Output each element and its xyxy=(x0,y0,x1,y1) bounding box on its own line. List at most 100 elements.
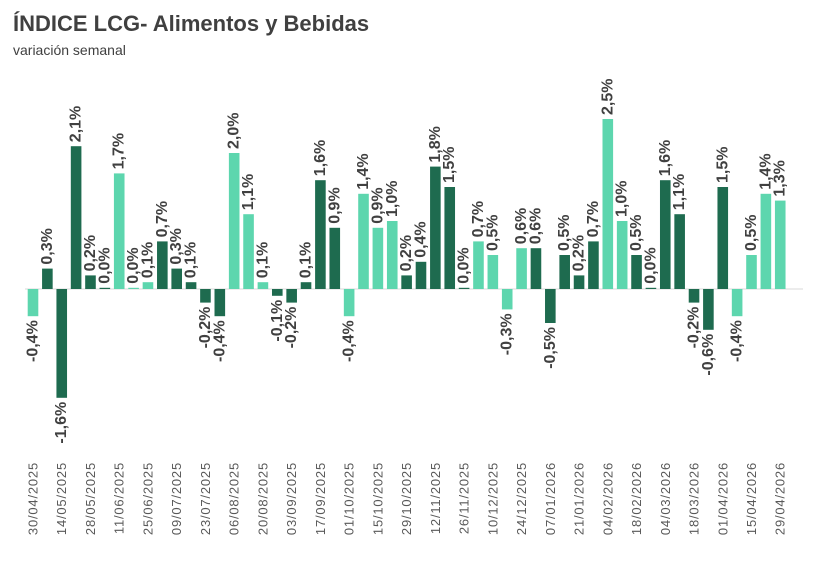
data-label: 0,2% xyxy=(571,235,588,271)
x-tick-label: 18/02/2026 xyxy=(629,462,644,535)
x-tick-label: 15/10/2025 xyxy=(370,462,385,535)
data-label: 0,9% xyxy=(326,187,343,223)
bar xyxy=(774,200,786,289)
x-tick-label: 26/11/2025 xyxy=(457,462,472,534)
data-label: 0,2% xyxy=(82,235,99,271)
data-label: -0,2% xyxy=(197,307,214,349)
bar xyxy=(516,248,527,289)
bar xyxy=(501,289,513,310)
bar xyxy=(329,227,341,289)
bar xyxy=(315,180,326,289)
bar xyxy=(171,268,182,289)
data-label: -0,2% xyxy=(283,307,300,349)
bar xyxy=(545,289,556,323)
x-tick-label: 29/10/2025 xyxy=(399,462,414,535)
bar xyxy=(70,146,82,289)
data-label: -0,4% xyxy=(211,320,228,362)
bar xyxy=(717,187,729,289)
x-axis-labels: 30/04/2025 14/05/2025 28/05/2025 11/06/2025… xyxy=(26,462,788,535)
bar xyxy=(674,214,685,289)
data-label: 0,1% xyxy=(139,242,156,278)
data-label: 0,1% xyxy=(254,242,271,278)
data-label: 0,5% xyxy=(556,215,573,251)
data-label: 0,3% xyxy=(168,228,185,264)
bar xyxy=(760,193,772,289)
bar xyxy=(415,261,427,289)
chart-title: ÍNDICE LCG- Alimentos y Bebidas xyxy=(13,11,370,36)
bar xyxy=(228,153,240,289)
x-tick-label: 18/03/2026 xyxy=(687,462,702,535)
data-label: -0,4% xyxy=(341,320,358,362)
bar xyxy=(487,255,499,289)
data-label: 1,0% xyxy=(614,181,631,217)
data-label: -0,1% xyxy=(269,300,286,342)
bar xyxy=(559,255,570,289)
bar xyxy=(343,289,355,317)
x-tick-label: 03/09/2025 xyxy=(284,462,299,535)
x-tick-label: 11/06/2025 xyxy=(112,462,127,534)
data-label: 1,7% xyxy=(111,133,128,169)
data-label: -0,6% xyxy=(700,334,717,376)
data-label: 0,0% xyxy=(456,247,473,283)
data-label: -0,4% xyxy=(25,320,42,362)
data-label: 1,6% xyxy=(657,140,674,176)
bar xyxy=(473,241,484,289)
bar xyxy=(372,227,384,289)
bar xyxy=(157,241,168,289)
bar xyxy=(128,287,139,289)
data-label: 1,1% xyxy=(671,174,688,210)
data-label: 2,5% xyxy=(599,79,616,115)
x-tick-label: 17/09/2025 xyxy=(313,462,328,535)
bar xyxy=(271,289,283,296)
data-label: -0,5% xyxy=(542,327,559,369)
x-tick-label: 12/11/2025 xyxy=(428,462,443,534)
x-tick-label: 09/07/2025 xyxy=(169,462,184,535)
bar xyxy=(113,173,125,289)
data-label: 0,7% xyxy=(470,201,487,237)
x-tick-label: 25/06/2025 xyxy=(140,462,155,535)
bar xyxy=(602,119,614,289)
data-label: 0,7% xyxy=(154,201,171,237)
data-label: 1,4% xyxy=(757,153,774,189)
data-label: 0,0% xyxy=(125,247,142,283)
x-tick-label: 14/05/2025 xyxy=(54,462,69,535)
bar xyxy=(401,275,412,289)
x-tick-label: 04/03/2026 xyxy=(658,462,673,535)
bar xyxy=(286,289,297,303)
bar xyxy=(99,287,111,289)
bar xyxy=(214,289,226,317)
bar xyxy=(588,241,599,289)
x-tick-label: 28/05/2025 xyxy=(83,462,98,535)
data-label: 0,4% xyxy=(412,221,429,257)
bar xyxy=(42,268,53,289)
data-label: 1,0% xyxy=(384,181,401,217)
x-tick-label: 07/01/2026 xyxy=(543,462,558,535)
x-tick-label: 29/04/2026 xyxy=(773,462,788,535)
data-label: -0,4% xyxy=(729,320,746,362)
x-tick-label: 10/12/2025 xyxy=(485,462,500,535)
bar xyxy=(27,289,39,317)
bar xyxy=(85,275,96,289)
data-label: 1,1% xyxy=(240,174,257,210)
data-label: 0,2% xyxy=(398,235,415,271)
bar xyxy=(56,289,68,398)
data-label: 0,0% xyxy=(642,247,659,283)
data-label: -0,3% xyxy=(499,313,516,355)
x-tick-label: 01/04/2026 xyxy=(715,462,730,535)
bar xyxy=(200,289,211,303)
x-tick-label: 06/08/2025 xyxy=(227,462,242,535)
x-tick-label: 24/12/2025 xyxy=(514,462,529,535)
data-label: -1,6% xyxy=(53,402,70,444)
data-label: 0,9% xyxy=(369,187,386,223)
bar xyxy=(746,255,757,289)
data-label: 0,1% xyxy=(298,242,315,278)
bars xyxy=(27,119,786,398)
bar xyxy=(530,248,542,289)
bar xyxy=(731,289,743,317)
bar xyxy=(631,255,642,289)
data-label: 1,5% xyxy=(714,147,731,183)
data-label: -0,2% xyxy=(686,307,703,349)
bar xyxy=(645,287,657,289)
x-tick-label: 30/04/2025 xyxy=(26,462,41,535)
